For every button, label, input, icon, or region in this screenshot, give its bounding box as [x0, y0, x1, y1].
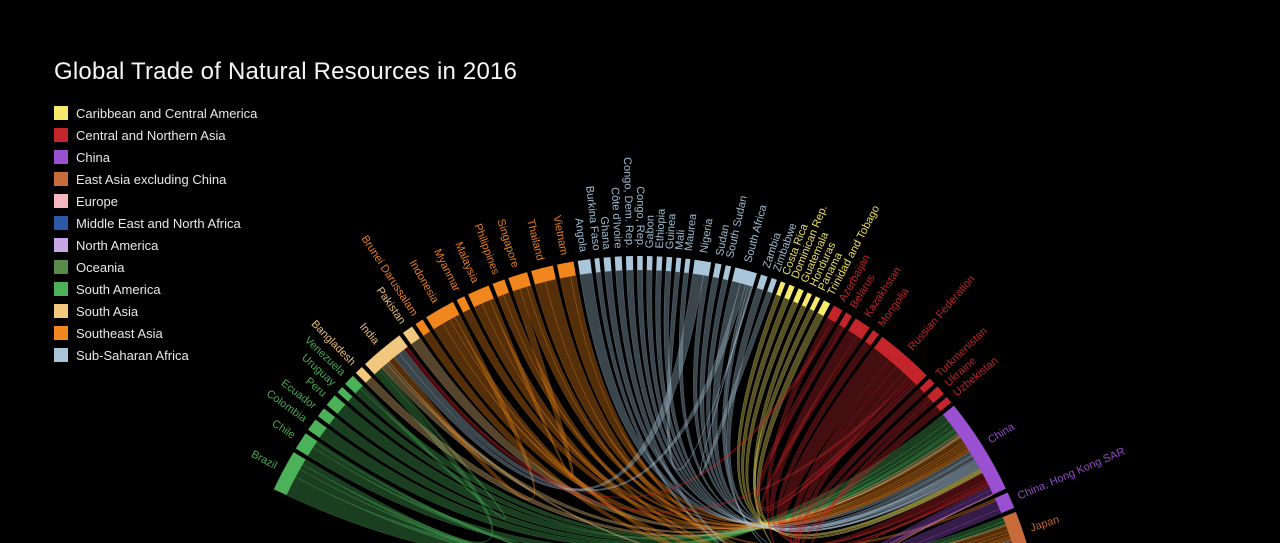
chord-arc[interactable] — [675, 258, 681, 272]
chord-arc[interactable] — [656, 256, 662, 270]
chord-arc[interactable] — [603, 257, 611, 272]
chord-arc[interactable] — [615, 256, 623, 270]
chord-arc[interactable] — [713, 263, 722, 278]
chord-arc-label: Chile — [270, 418, 298, 442]
chord-arc-label: Japan — [1029, 514, 1061, 535]
chord-arc-label: Thailand — [524, 218, 546, 262]
chart-stage: Global Trade of Natural Resources in 201… — [0, 0, 1280, 543]
chord-arc[interactable] — [784, 285, 794, 300]
chord-arc[interactable] — [684, 259, 690, 273]
chord-arc[interactable] — [647, 256, 653, 270]
chord-arc[interactable] — [767, 278, 777, 293]
chord-arc[interactable] — [757, 275, 768, 290]
chord-arc-label: Brazil — [249, 448, 279, 472]
chord-arc-label: Nigeria — [698, 217, 715, 254]
chord-arc[interactable] — [637, 256, 643, 270]
chord-arc-label: Angola — [572, 217, 589, 253]
chord-arc[interactable] — [776, 281, 785, 296]
chord-arc-label: Congo, Dem. Rep. — [621, 157, 635, 248]
chord-arc[interactable] — [578, 259, 592, 275]
chord-arc[interactable] — [802, 292, 812, 307]
chord-arc[interactable] — [839, 313, 852, 329]
chord-diagram: BrazilChileColombiaEcuadorPeruUruguayVen… — [0, 0, 1280, 543]
chord-arc[interactable] — [594, 258, 600, 272]
chord-arc[interactable] — [818, 300, 831, 316]
chord-arc-label: India — [357, 321, 382, 348]
chord-arc[interactable] — [810, 296, 820, 311]
chord-arc[interactable] — [693, 260, 712, 276]
chord-arc[interactable] — [793, 288, 804, 303]
chord-arc[interactable] — [666, 257, 673, 271]
chord-arc-label: Maurea — [683, 212, 699, 251]
chord-arc-label: China, Hong Kong SAR — [1016, 446, 1127, 503]
chord-arc-label: Vietnam — [551, 215, 570, 257]
chord-arc-label: China — [986, 420, 1017, 446]
chord-arc[interactable] — [723, 265, 731, 280]
chord-arc[interactable] — [626, 256, 633, 270]
